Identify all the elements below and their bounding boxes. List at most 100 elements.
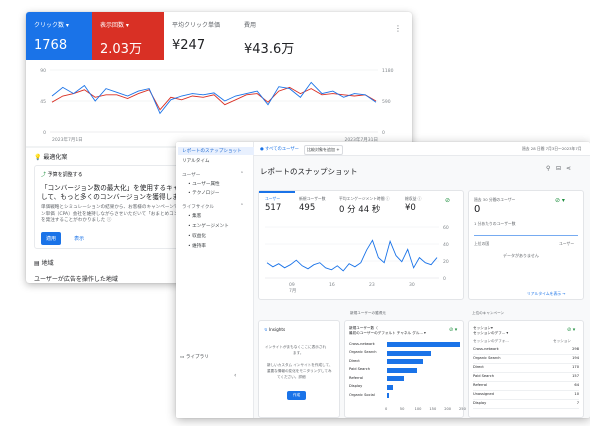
y-left-tick: 45 [40, 99, 46, 105]
y-left-tick: 90 [40, 68, 46, 74]
campaign-dimension-selector[interactable]: セッションのデフ... ▾ [473, 331, 509, 335]
chevron-up-icon[interactable]: ⌃ [240, 172, 244, 177]
metric-card-cost[interactable]: 費用 ¥43.6万 [236, 12, 308, 60]
campaign-row-name: Paid Search [473, 374, 494, 378]
campaign-row-value: 298 [572, 347, 579, 351]
campaign-row-name: Organic Search [473, 356, 501, 360]
nav-item-acquisition[interactable]: • 集客 [188, 214, 202, 219]
campaign-row-value: 10 [574, 392, 579, 396]
create-button[interactable]: 作成 [287, 391, 307, 400]
no-data-message: データがありません [503, 253, 539, 258]
insights-text: インサイトがまもなくここに表示され [265, 345, 327, 349]
y-tick: 0 [443, 276, 446, 282]
insights-card: ↯ Insights インサイトがまもなくここに表示され ます。 新しいカスタム… [258, 320, 340, 418]
view-realtime-link[interactable]: リアルタイムを表示 → [527, 291, 566, 296]
share-icon[interactable]: ⋖ [566, 165, 572, 172]
metric-label: 表示回数 ▾ [100, 22, 129, 29]
add-comparison-button[interactable]: 比較対象を追加 + [304, 145, 343, 155]
insights-text: 重要な情報の変化をモニタリングしてみ [267, 369, 332, 373]
row-divider [473, 389, 579, 391]
nav-item-engagement[interactable]: • エンゲージメント [188, 224, 229, 229]
nav-item-retention[interactable]: • 維持率 [188, 244, 206, 249]
view-link[interactable]: 表示 [74, 235, 85, 242]
row-divider [473, 407, 579, 409]
campaign-metric-selector[interactable]: セッション▾ [473, 326, 493, 330]
bar-dimension-selector[interactable]: 最初のユーザーのデフォルト チャネル グル... ▾ [349, 331, 426, 335]
x-tick: 30 [409, 282, 415, 288]
kpi-label-users[interactable]: ユーザー [265, 196, 281, 201]
bar-metric-selector[interactable]: 新規ユーザー数（ [349, 326, 378, 330]
nav-section-user[interactable]: ユーザー [182, 173, 201, 178]
users-series-line [266, 239, 438, 272]
channel-bar[interactable] [387, 393, 389, 398]
all-users-chip[interactable]: ● すべてのユーザー [260, 147, 299, 152]
x-tick: 23 [369, 282, 375, 288]
campaign-row-name: Direct [473, 365, 484, 369]
channel-bar[interactable] [387, 367, 418, 373]
channel-bar[interactable] [387, 350, 431, 356]
insights-text: 新しいカスタム インサイトを作成して、 [267, 363, 333, 367]
y-right-tick: 590 [382, 99, 391, 105]
nav-item-user-attributes[interactable]: • ユーザー属性 [188, 182, 220, 187]
date-range-selector[interactable]: 過去 28 日間 7月3日～2023年7月 [522, 146, 582, 151]
customize-report-icon[interactable]: ⊟ [556, 165, 562, 172]
realtime-sub-label: 1 分あたりのユーザー数 [474, 221, 516, 226]
kpi-label-new-users[interactable]: 新規ユーザー数 [299, 196, 326, 201]
channel-bar[interactable] [387, 359, 423, 364]
row-divider [473, 398, 579, 400]
nav-item-technology[interactable]: • テクノロジー [188, 191, 220, 196]
kpi-value-users: 517 [265, 203, 282, 213]
ga4-left-nav: レポートのスナップショット リアルタイム ユーザー ⌃ • ユーザー属性 • テ… [176, 142, 254, 418]
campaign-col-header: セッションのデフォ... [473, 339, 509, 343]
chevron-up-icon[interactable]: ⌃ [240, 204, 244, 209]
bar-axis-tick: 150 [429, 407, 437, 411]
new-users-by-channel-card: 新規ユーザー数（ 最初のユーザーのデフォルト チャネル グル... ▾ ⊘ ▾ … [344, 320, 466, 418]
campaign-row-name: Unassigned [473, 392, 494, 396]
campaign-row-name: Cross-network [473, 347, 499, 351]
insights-text: ます。 [293, 351, 304, 355]
bar-category-label: Referral [349, 375, 364, 380]
insights-icon[interactable]: ⚲ [546, 165, 551, 172]
ga4-report-snapshot-window: レポートのスナップショット リアルタイム ユーザー ⌃ • ユーザー属性 • テ… [176, 142, 590, 418]
campaign-row-value: 64 [574, 383, 579, 387]
channel-bar[interactable] [387, 342, 460, 347]
campaign-row-name: Display [473, 401, 487, 405]
ga4-main-content: ● すべてのユーザー 比較対象を追加 + 過去 28 日間 7月3日～2023年… [254, 142, 590, 418]
campaign-row-value: 194 [572, 356, 579, 360]
apply-button[interactable]: 適用 [41, 231, 62, 245]
check-circle-icon: ⊘ ▾ [555, 197, 565, 204]
check-circle-icon: ⊘ ▾ [449, 327, 458, 333]
active-tab-indicator [259, 191, 295, 193]
check-circle-icon: ⊘ [445, 197, 451, 204]
nav-section-lifecycle[interactable]: ライフサイクル [182, 205, 214, 210]
nav-item-report-snapshot[interactable]: レポートのスナップショット [178, 147, 254, 155]
channel-bar[interactable] [387, 384, 394, 390]
top-campaigns-card: セッション▾ セッションのデフ... ▾ ⊘ ▾ セッションのデフォ... セッ… [468, 320, 584, 418]
nav-item-monetization[interactable]: • 収益化 [188, 234, 206, 239]
region-title: ▤ 地域 [34, 260, 54, 267]
bar-category-label: Organic Search [349, 350, 377, 354]
collapse-nav-icon[interactable]: ‹ [234, 372, 237, 379]
campaign-row-value: 170 [572, 365, 579, 369]
more-options-icon[interactable]: ⋮ [394, 24, 402, 33]
x-tick: 16 [329, 282, 335, 288]
realtime-label: 過去 30 分間のユーザー [474, 197, 516, 202]
metric-card-clicks[interactable]: クリック数 ▾ 1768 [26, 12, 92, 60]
realtime-bar-baseline [474, 235, 578, 236]
x-tick: 09 [289, 282, 295, 288]
kpi-value-revenue: ¥0 [405, 203, 416, 213]
bar-card-title: 新規ユーザーの獲得元 [350, 311, 386, 315]
recommendation-card: ⤴ 予算を調整する 「コンバージョン数の最大化」を使用するキャンペーンで予 して… [34, 165, 274, 249]
campaign-row-value: 157 [572, 374, 579, 378]
metric-card-impressions[interactable]: 表示回数 ▾ 2.03万 [92, 12, 164, 60]
metric-card-avg-cpc[interactable]: 平均クリック単価 ¥247 [164, 12, 236, 60]
y-left-tick: 0 [43, 130, 46, 136]
folder-icon: ▭ [180, 355, 186, 360]
kpi-label-revenue[interactable]: 総収益 ⓘ [405, 196, 422, 201]
kpi-overview-card: ユーザー 517 新規ユーザー数 495 平均エンゲージメント時間 ⓘ 0 分 … [258, 190, 464, 300]
kpi-label-avg-engagement[interactable]: 平均エンゲージメント時間 ⓘ [339, 196, 390, 201]
channel-bar[interactable] [387, 376, 404, 381]
nav-item-library[interactable]: ▭ ライブラリ [180, 355, 209, 360]
nav-item-realtime[interactable]: リアルタイム [182, 159, 210, 164]
bar-axis-tick: 100 [414, 407, 422, 411]
